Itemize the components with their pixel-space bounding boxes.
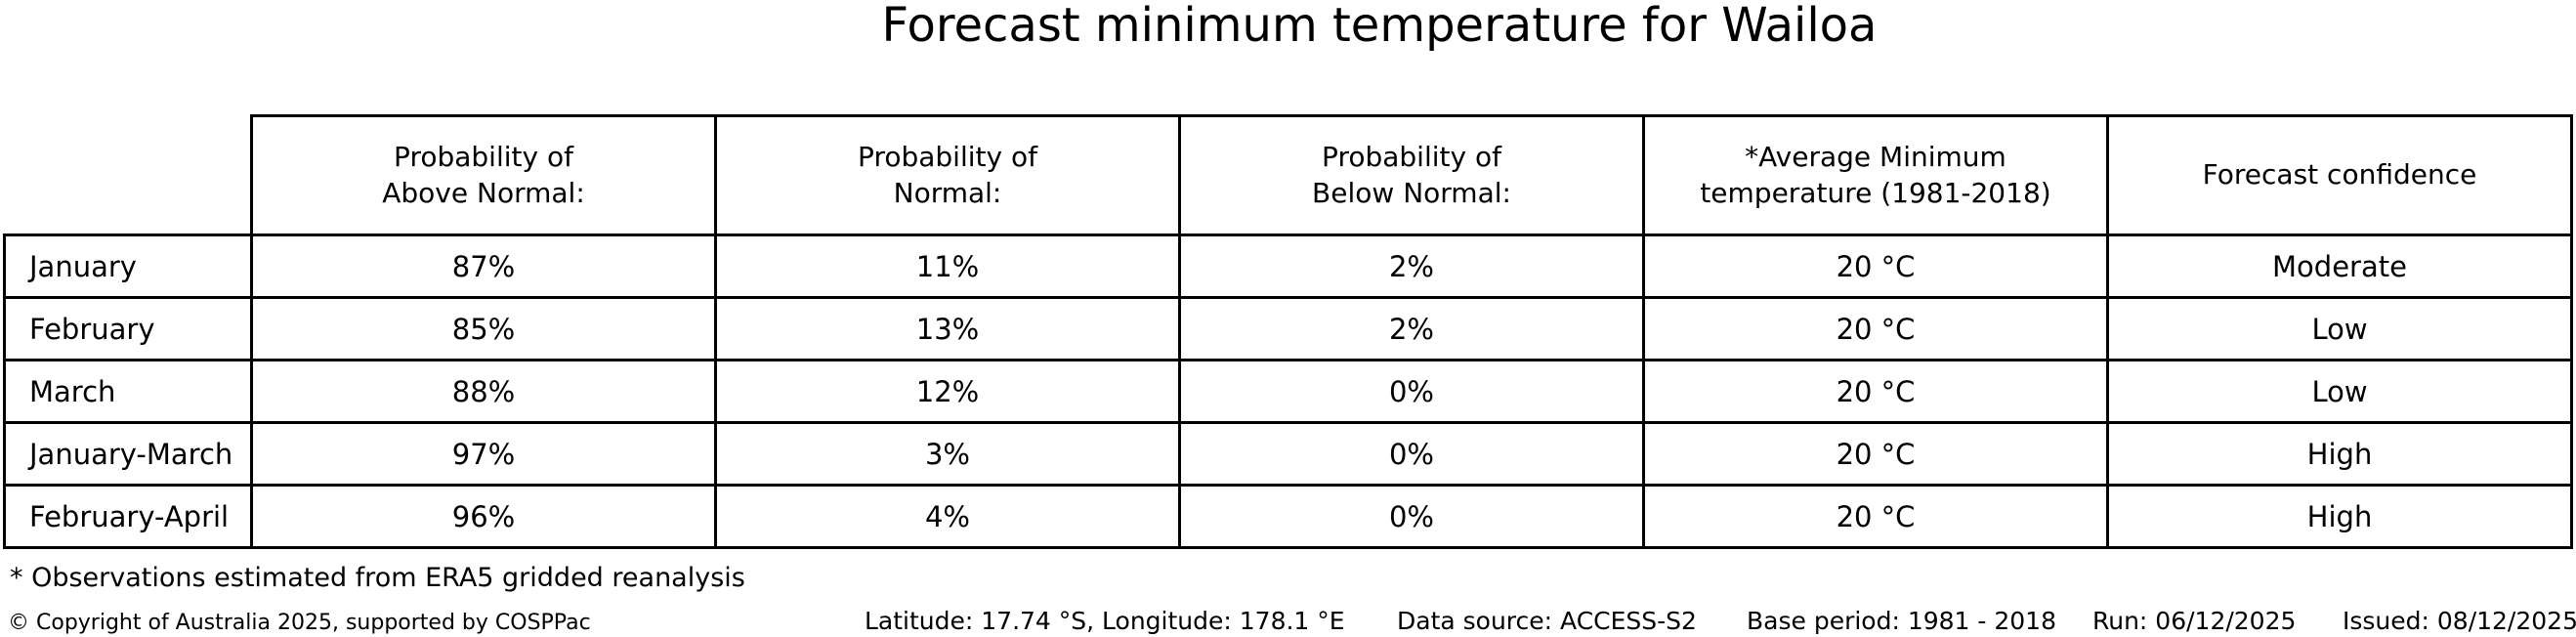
footer: © Copyright of Australia 2025, supported…: [0, 604, 2576, 637]
forecast-table: Probability of Above Normal: Probability…: [3, 114, 2573, 549]
table-row: February 85% 13% 2% 20 °C Low: [3, 296, 2573, 361]
row-label: February-April: [3, 484, 253, 549]
table-cell: 96%: [250, 484, 717, 549]
table-cell: 13%: [714, 296, 1181, 361]
table-cell: 2%: [1178, 296, 1645, 361]
table-row: January 87% 11% 2% 20 °C Moderate: [3, 234, 2573, 299]
column-header-below-normal: Probability of Below Normal:: [1178, 114, 1645, 236]
issued-date-text: Issued: 08/12/2025: [2343, 607, 2576, 635]
corner-cell: [5, 116, 252, 235]
column-header-forecast-confidence: Forecast confidence: [2106, 114, 2573, 236]
table-cell: 20 °C: [1642, 421, 2109, 487]
data-source-text: Data source: ACCESS-S2: [1397, 607, 1697, 635]
table-cell: 88%: [250, 359, 717, 424]
row-label: February: [3, 296, 253, 361]
row-label: March: [3, 359, 253, 424]
table-cell: Low: [2106, 296, 2573, 361]
column-header-above-normal: Probability of Above Normal:: [250, 114, 717, 236]
table-cell: High: [2106, 484, 2573, 549]
copyright-text: © Copyright of Australia 2025, supported…: [8, 611, 591, 635]
table-cell: 0%: [1178, 484, 1645, 549]
table-cell: 87%: [250, 234, 717, 299]
table-cell: Low: [2106, 359, 2573, 424]
table-cell: 20 °C: [1642, 484, 2109, 549]
table-row: March 88% 12% 0% 20 °C Low: [3, 359, 2573, 424]
table-row: February-April 96% 4% 0% 20 °C High: [3, 484, 2573, 549]
column-header-normal: Probability of Normal:: [714, 114, 1181, 236]
table-cell: 20 °C: [1642, 359, 2109, 424]
table-cell: 12%: [714, 359, 1181, 424]
run-date-text: Run: 06/12/2025: [2092, 607, 2297, 635]
header-row: Probability of Above Normal: Probability…: [5, 114, 2573, 236]
table-cell: 97%: [250, 421, 717, 487]
table-cell: 3%: [714, 421, 1181, 487]
table-row: January-March 97% 3% 0% 20 °C High: [3, 421, 2573, 487]
page-title: Forecast minimum temperature for Wailoa: [881, 0, 1878, 53]
column-header-average-min-temp: *Average Minimum temperature (1981-2018): [1642, 114, 2109, 236]
table-cell: 20 °C: [1642, 234, 2109, 299]
row-label: January-March: [3, 421, 253, 487]
table-cell: 0%: [1178, 359, 1645, 424]
table-cell: 0%: [1178, 421, 1645, 487]
base-period-text: Base period: 1981 - 2018: [1747, 607, 2056, 635]
table-cell: 85%: [250, 296, 717, 361]
table-cell: 20 °C: [1642, 296, 2109, 361]
location-text: Latitude: 17.74 °S, Longitude: 178.1 °E: [865, 607, 1345, 635]
table-cell: 2%: [1178, 234, 1645, 299]
table-cell: 11%: [714, 234, 1181, 299]
table-cell: High: [2106, 421, 2573, 487]
table-cell: 4%: [714, 484, 1181, 549]
table-cell: Moderate: [2106, 234, 2573, 299]
row-label: January: [3, 234, 253, 299]
footnote: * Observations estimated from ERA5 gridd…: [10, 563, 745, 593]
